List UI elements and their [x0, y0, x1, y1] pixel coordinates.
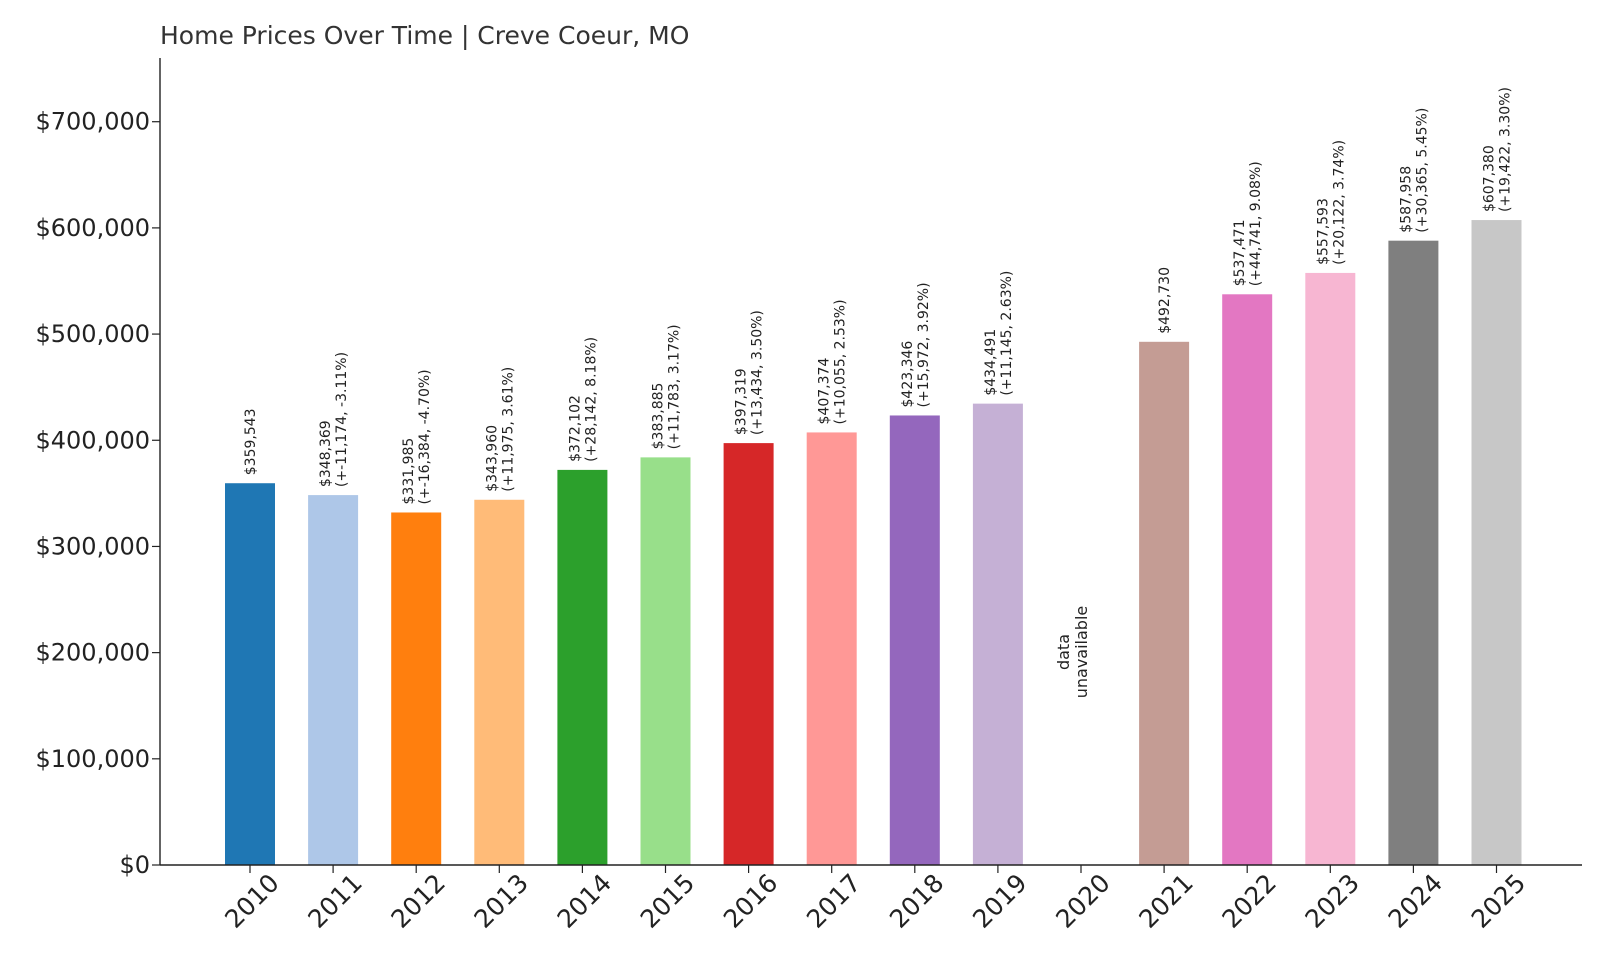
y-tick-label: $600,000 [35, 214, 150, 242]
data-label: (+-16,384, -4.70%) [417, 369, 433, 504]
bar [1222, 294, 1273, 865]
data-label: $607,380 [1482, 145, 1498, 212]
data-unavailable-label: data [1054, 634, 1073, 670]
data-label: $359,543 [243, 408, 259, 475]
data-label: $372,102 [567, 395, 583, 462]
x-tick-label: 2018 [884, 868, 949, 933]
x-tick-label: 2014 [552, 868, 617, 933]
x-tick-label: 2013 [469, 868, 534, 933]
y-tick-label: $200,000 [35, 639, 150, 667]
x-tick-label: 2015 [635, 868, 700, 933]
x-tick-label: 2022 [1216, 868, 1281, 933]
bars [225, 220, 1522, 865]
bar [308, 495, 359, 865]
data-label: $407,374 [817, 358, 833, 425]
bar [640, 457, 691, 865]
data-label: $397,319 [734, 368, 750, 435]
data-label: $434,491 [983, 329, 999, 396]
chart-title: Home Prices Over Time | Creve Coeur, MO [160, 21, 689, 50]
x-tick-label: 2025 [1466, 868, 1531, 933]
bar [391, 512, 442, 865]
data-label: (+13,434, 3.50%) [750, 310, 766, 435]
data-unavailable-label: unavailable [1072, 606, 1091, 699]
data-label: $492,730 [1157, 267, 1173, 334]
x-tick-label: 2017 [801, 868, 866, 933]
data-label: (+10,055, 2.53%) [833, 299, 849, 424]
data-label: $383,885 [651, 383, 667, 450]
bar [1471, 220, 1522, 865]
bar [1305, 272, 1356, 865]
y-tick-label: $300,000 [35, 532, 150, 560]
y-tick-label: $500,000 [35, 320, 150, 348]
data-label: (+28,142, 8.18%) [583, 337, 599, 462]
data-labels: $359,543 $348,369 (+-11,174, -3.11%) $331,9… [243, 87, 1514, 698]
x-tick-label: 2012 [385, 868, 450, 933]
data-label: $331,985 [401, 438, 417, 505]
data-label: (+11,145, 2.63%) [999, 271, 1015, 396]
bar [806, 432, 857, 865]
data-label: $557,593 [1315, 198, 1331, 265]
data-label: (+11,975, 3.61%) [500, 367, 516, 492]
y-axis: $0 $100,000 $200,000 $300,000 $400,000 $500,0… [35, 58, 161, 879]
x-tick-label: 2010 [219, 868, 284, 933]
data-label: (+30,365, 5.45%) [1414, 108, 1430, 233]
bar [723, 443, 774, 865]
data-label: (+44,741, 9.08%) [1248, 161, 1264, 286]
data-label: (+-11,174, -3.11%) [334, 352, 350, 487]
y-tick-label: $400,000 [35, 426, 150, 454]
bar [889, 415, 940, 865]
x-tick-label: 2016 [718, 868, 783, 933]
x-tick-label: 2021 [1133, 868, 1198, 933]
bar [972, 403, 1023, 865]
data-label: $348,369 [318, 420, 334, 487]
y-tick-label: $100,000 [35, 745, 150, 773]
data-label: (+20,122, 3.74%) [1331, 140, 1347, 265]
bar [225, 483, 275, 865]
bar [557, 469, 608, 865]
x-tick-label: 2024 [1383, 868, 1448, 933]
bar [1139, 341, 1190, 865]
x-tick-label: 2020 [1050, 868, 1115, 933]
x-tick-label: 2023 [1300, 868, 1365, 933]
data-label: $537,471 [1232, 219, 1248, 286]
y-tick-label: $700,000 [35, 108, 150, 136]
bar [1388, 240, 1439, 865]
data-label: $343,960 [484, 425, 500, 492]
bar [474, 499, 525, 865]
x-tick-label: 2011 [302, 868, 367, 933]
x-tick-label: 2019 [967, 868, 1032, 933]
x-axis: 2010 2011 2012 2013 2014 2015 2016 2017 2018 2019… [160, 864, 1582, 934]
data-label: (+15,972, 3.92%) [916, 282, 932, 407]
y-tick-label: $0 [119, 851, 150, 879]
data-label: (+11,783, 3.17%) [667, 324, 683, 449]
data-label: $423,346 [900, 341, 916, 408]
data-label: (+19,422, 3.30%) [1498, 87, 1514, 212]
data-label: $587,958 [1398, 166, 1414, 233]
